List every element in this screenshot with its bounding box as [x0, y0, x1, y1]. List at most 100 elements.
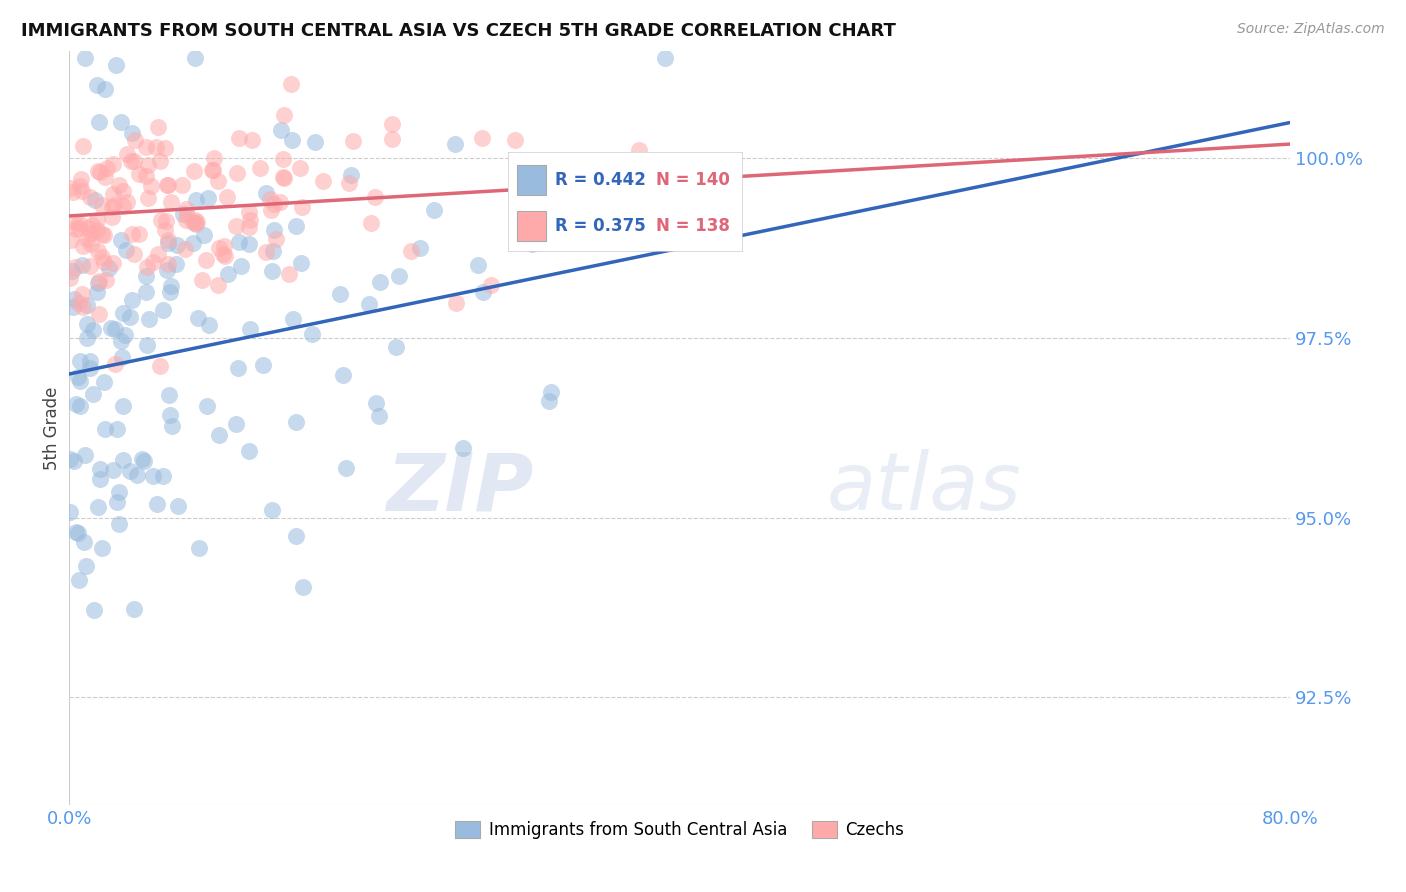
Point [359, 297, 381, 311]
Text: atlas: atlas [827, 450, 1021, 527]
Point [156, 257, 179, 271]
Point [190, 272, 212, 286]
Point [125, 467, 148, 482]
Point [142, 255, 165, 269]
Text: Source: ZipAtlas.com: Source: ZipAtlas.com [1237, 22, 1385, 37]
Text: R = 0.442: R = 0.442 [555, 170, 645, 188]
Point [207, 277, 229, 292]
Point [67, 216, 90, 230]
Point [93, 375, 115, 389]
Point [76, 232, 98, 246]
Point [59, 181, 82, 195]
Point [176, 208, 198, 222]
Text: ZIP: ZIP [385, 450, 533, 527]
Point [159, 285, 181, 299]
Point [260, 503, 283, 517]
Point [79, 361, 101, 376]
Point [72, 300, 94, 314]
Point [59, 505, 82, 519]
Point [101, 157, 124, 171]
Point [149, 153, 172, 168]
Point [87, 307, 110, 321]
Point [291, 201, 314, 215]
Point [86, 78, 108, 92]
Point [80, 236, 103, 251]
Point [160, 195, 183, 210]
Point [471, 285, 494, 299]
Point [67, 296, 90, 310]
Point [153, 141, 176, 155]
Point [104, 357, 127, 371]
Point [628, 143, 651, 157]
Point [75, 448, 97, 462]
Point [367, 409, 389, 423]
Point [269, 194, 291, 209]
Point [131, 451, 153, 466]
Point [70, 172, 93, 186]
Point [93, 254, 115, 268]
Point [226, 361, 249, 376]
Point [278, 267, 301, 281]
Point [172, 207, 194, 221]
Point [91, 250, 114, 264]
Point [264, 232, 287, 246]
Text: R = 0.375: R = 0.375 [555, 218, 645, 235]
Point [292, 580, 315, 594]
Point [503, 133, 526, 147]
Point [124, 133, 146, 147]
Point [254, 186, 277, 201]
Point [207, 174, 229, 188]
Point [364, 190, 387, 204]
Point [184, 218, 207, 232]
Point [301, 326, 323, 341]
Point [142, 468, 165, 483]
Point [167, 499, 190, 513]
Point [270, 122, 292, 136]
Point [91, 227, 114, 242]
Point [86, 277, 108, 291]
Point [112, 399, 135, 413]
Point [156, 178, 179, 193]
Point [75, 559, 97, 574]
Point [100, 200, 122, 214]
Point [252, 358, 274, 372]
Point [101, 256, 124, 270]
Point [522, 237, 544, 252]
Point [105, 58, 128, 72]
Point [120, 464, 142, 478]
Point [79, 260, 101, 274]
Point [117, 195, 139, 210]
Point [63, 454, 86, 468]
Point [112, 306, 135, 320]
Point [76, 331, 98, 345]
FancyBboxPatch shape [517, 211, 546, 242]
Point [370, 275, 392, 289]
Point [285, 219, 308, 233]
Point [122, 601, 145, 615]
Point [112, 453, 135, 467]
Point [152, 302, 174, 317]
Point [280, 77, 302, 91]
Point [89, 115, 111, 129]
Point [105, 494, 128, 508]
Point [654, 51, 676, 65]
Point [290, 256, 312, 270]
Point [136, 338, 159, 352]
Point [82, 387, 104, 401]
Point [118, 310, 141, 325]
Point [360, 216, 382, 230]
Point [259, 192, 281, 206]
Point [122, 153, 145, 168]
Point [156, 236, 179, 251]
Point [87, 273, 110, 287]
Point [212, 239, 235, 253]
Point [152, 468, 174, 483]
Point [63, 292, 86, 306]
Point [94, 169, 117, 184]
Point [516, 193, 538, 207]
Point [69, 374, 91, 388]
Point [108, 516, 131, 531]
Point [214, 248, 236, 262]
Point [135, 169, 157, 183]
Point [263, 197, 285, 211]
